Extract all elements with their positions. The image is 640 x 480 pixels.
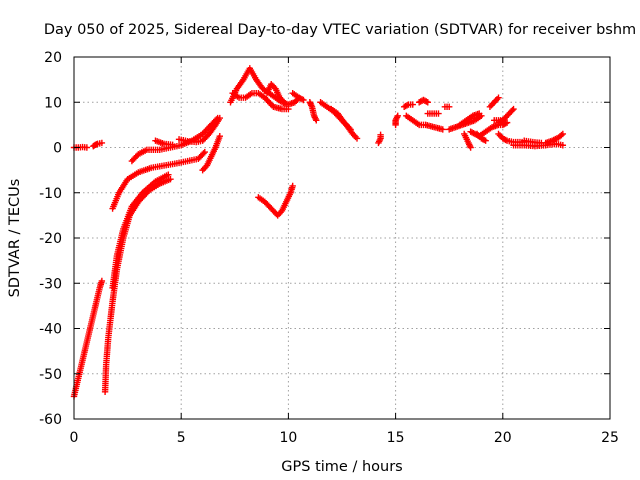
- data-point: [165, 171, 172, 178]
- data-point: [403, 102, 411, 109]
- data-point: [476, 110, 483, 117]
- series-arc-17: [317, 99, 361, 142]
- series-arc-24: [424, 110, 442, 117]
- data-point: [409, 101, 416, 108]
- data-point: [98, 277, 106, 285]
- data-point: [353, 135, 361, 142]
- data-point: [216, 132, 223, 140]
- data-point: [289, 182, 296, 190]
- data-point: [503, 119, 511, 126]
- data-point: [394, 112, 401, 120]
- data-point: [201, 148, 208, 156]
- data-point: [439, 126, 446, 133]
- data-point: [393, 115, 400, 123]
- data-point: [502, 136, 509, 144]
- series-arc-05: [109, 171, 172, 291]
- data-point: [509, 106, 516, 114]
- series-arc-23: [415, 96, 431, 106]
- data-point: [424, 99, 431, 106]
- data-point: [495, 94, 502, 101]
- data-point: [502, 120, 509, 127]
- series-arc-22: [403, 112, 446, 133]
- x-tick-label: 0: [70, 430, 79, 446]
- data-point: [285, 105, 292, 113]
- data-point: [435, 110, 442, 117]
- series-arc-02: [90, 139, 106, 150]
- data-point: [423, 98, 430, 105]
- series-arc-14: [255, 182, 296, 219]
- data-point: [376, 136, 384, 144]
- data-point: [98, 139, 106, 147]
- series-arc-12: [229, 90, 292, 113]
- data-point: [83, 144, 91, 151]
- series-arc-03: [70, 277, 106, 400]
- data-point: [280, 99, 288, 106]
- data-point: [481, 136, 488, 144]
- data-points-layer: [70, 65, 567, 400]
- series-arc-09: [175, 114, 223, 146]
- axis-ticks-layer: [73, 56, 611, 420]
- series-arc-27: [456, 110, 483, 129]
- series-arc-19: [375, 131, 384, 147]
- x-tick-label: 5: [177, 430, 186, 446]
- data-point: [298, 96, 306, 103]
- x-tick-label: 10: [279, 430, 297, 446]
- y-tick-label: -50: [39, 367, 62, 383]
- series-arc-36: [521, 137, 545, 147]
- data-point: [559, 130, 567, 138]
- data-point: [446, 103, 453, 110]
- series-arc-18: [328, 105, 354, 133]
- data-point: [167, 175, 174, 183]
- grid-layer: [74, 57, 610, 419]
- y-tick-label: -20: [39, 231, 62, 247]
- series-arc-13: [263, 80, 288, 106]
- y-tick-label: 20: [44, 50, 62, 66]
- series-arc-37: [542, 130, 567, 147]
- data-point: [558, 131, 565, 139]
- data-point: [393, 114, 401, 121]
- data-point: [169, 141, 176, 148]
- series-arc-16: [306, 99, 320, 124]
- x-tick-label: 25: [601, 430, 619, 446]
- data-point: [375, 138, 383, 145]
- series-arc-28: [461, 130, 474, 151]
- data-point: [216, 114, 223, 122]
- series-arc-31: [486, 94, 502, 110]
- series-arc-33: [495, 105, 517, 126]
- y-tick-label: 0: [53, 141, 62, 157]
- data-point: [347, 126, 354, 133]
- y-tick-label: 10: [44, 95, 62, 111]
- data-point: [200, 150, 207, 157]
- y-tick-label: -10: [39, 186, 62, 202]
- x-axis-label: GPS time / hours: [281, 459, 402, 475]
- data-point: [346, 124, 353, 132]
- series-arc-20: [392, 112, 401, 129]
- tick-labels-layer: 0 5 10 15 20 25 -60 -50 -40 -30 -20 -10 0 10 20: [39, 50, 619, 446]
- series-arc-25: [441, 103, 453, 110]
- data-point: [313, 117, 320, 124]
- y-tick-label: -60: [39, 412, 62, 428]
- chart-title: Day 050 of 2025, Sidereal Day-to-day VTE…: [44, 22, 636, 38]
- y-axis-label: SDTVAR / TECUs: [7, 179, 23, 298]
- y-tick-label: -40: [39, 322, 62, 338]
- y-tick-label: -30: [39, 276, 62, 292]
- data-point: [377, 131, 384, 139]
- data-point: [510, 105, 517, 113]
- series-arc-10: [199, 132, 223, 174]
- series-arc-06: [109, 148, 208, 212]
- x-tick-label: 20: [494, 430, 512, 446]
- series-arc-15: [289, 90, 307, 104]
- series-arc-21: [400, 101, 416, 110]
- data-point: [559, 142, 567, 149]
- data-point: [300, 96, 307, 104]
- data-point: [482, 137, 489, 144]
- x-tick-label: 15: [387, 430, 405, 446]
- series-arc-08: [152, 137, 176, 148]
- data-point: [467, 144, 474, 151]
